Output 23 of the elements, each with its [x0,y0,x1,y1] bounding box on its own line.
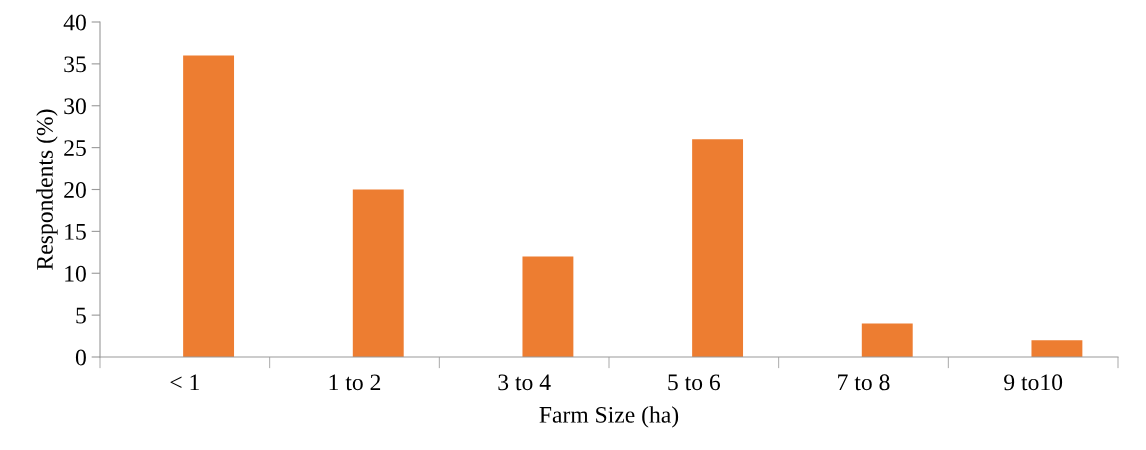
x-tick-label: 5 to 6 [668,374,721,391]
x-tick-label: 9 to10 [1004,374,1063,391]
bar [692,139,744,357]
x-tick-label: 1 to 2 [329,374,381,391]
x-tick-label: 3 to 4 [498,374,551,391]
x-tick-label: < 1 [170,374,199,391]
y-tick-label: 10 [65,265,86,282]
bar [183,55,235,357]
y-axis-title: Respondents (%) [36,109,58,270]
bar [352,189,404,357]
y-tick-label: 20 [64,181,86,198]
x-axis-title: Farm Size (ha) [539,406,679,428]
y-tick-label: 30 [64,98,86,115]
bar [861,323,913,357]
y-tick-label: 40 [63,14,86,31]
bar [522,256,574,357]
y-tick-label: 0 [75,349,86,366]
bar [1031,340,1083,357]
y-tick-label: 5 [76,307,86,324]
y-tick-label: 25 [64,140,86,157]
y-tick-label: 35 [64,56,86,73]
x-tick-label: 7 to 8 [838,374,890,391]
y-tick-label: 15 [65,223,86,240]
